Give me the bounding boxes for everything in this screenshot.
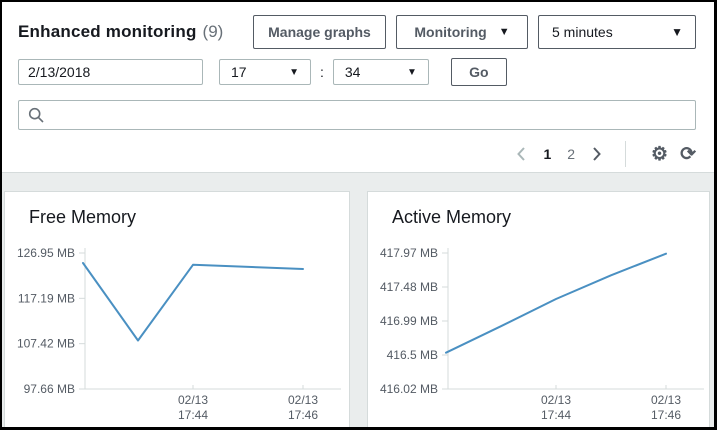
- manage-graphs-label: Manage graphs: [268, 24, 371, 40]
- search-row: [18, 100, 696, 130]
- chart-title: Free Memory: [29, 207, 137, 227]
- pagination-divider: [625, 141, 627, 167]
- graph-count: (9): [202, 22, 224, 41]
- y-axis-label: 417.97 MB: [380, 246, 438, 260]
- pagination-row: 1 2 ⚙ ⟳: [18, 141, 696, 167]
- chevron-down-icon: ▼: [498, 26, 510, 38]
- y-axis-label: 107.42 MB: [17, 337, 75, 351]
- monitoring-header: Enhanced monitoring (9) Manage graphs Mo…: [2, 2, 714, 173]
- y-axis-label: 417.48 MB: [380, 280, 438, 294]
- data-line: [445, 252, 667, 354]
- x-axis-label-time: 17:44: [178, 408, 208, 422]
- page-number-1[interactable]: 1: [543, 146, 552, 162]
- date-input[interactable]: [18, 59, 203, 85]
- y-axis-label: 117.19 MB: [18, 291, 75, 305]
- interval-select[interactable]: 5 minutes ▼: [538, 15, 696, 49]
- y-axis-label: 126.95 MB: [17, 246, 75, 260]
- go-button[interactable]: Go: [450, 58, 507, 86]
- hour-select[interactable]: 17 ▼: [219, 59, 311, 85]
- x-axis-label-time: 17:46: [288, 408, 318, 422]
- refresh-icon[interactable]: ⟳: [680, 143, 696, 165]
- chevron-down-icon: ▼: [289, 66, 299, 78]
- charts-section: Free Memory 126.95 MB 117.19 MB 107.42 MB 9…: [2, 173, 714, 427]
- go-label: Go: [469, 64, 489, 80]
- title-row: Enhanced monitoring (9) Manage graphs Mo…: [18, 15, 696, 49]
- x-axis-label-date: 02/13: [541, 393, 571, 407]
- chevron-down-icon: ▼: [406, 66, 417, 78]
- monitoring-label: Monitoring: [414, 24, 487, 40]
- minute-value: 34: [344, 64, 361, 80]
- y-axis-label: 97.66 MB: [24, 382, 75, 396]
- active-memory-chart-card[interactable]: Active Memory 417.97 MB 417.48 MB 416.99 M…: [367, 191, 710, 427]
- search-input[interactable]: [18, 100, 696, 130]
- hour-value: 17: [231, 64, 247, 80]
- data-line: [82, 262, 304, 342]
- y-axis-label: 416.5 MB: [387, 348, 438, 362]
- x-axis-label-date: 02/13: [178, 393, 208, 407]
- settings-gear-icon[interactable]: ⚙: [651, 143, 669, 165]
- y-axis-label: 416.99 MB: [380, 314, 438, 328]
- x-axis-label-date: 02/13: [288, 393, 318, 407]
- x-axis-label-date: 02/13: [651, 393, 681, 407]
- minute-select[interactable]: 34 ▼: [332, 59, 429, 85]
- chevron-down-icon: ▼: [671, 25, 683, 39]
- x-axis-label-time: 17:44: [541, 408, 571, 422]
- interval-value: 5 minutes: [552, 24, 613, 40]
- page-title: Enhanced monitoring: [18, 22, 197, 41]
- time-controls-row: 17 ▼ : 34 ▼ Go: [18, 58, 696, 86]
- manage-graphs-button[interactable]: Manage graphs: [253, 15, 386, 49]
- chart-title: Active Memory: [392, 207, 512, 227]
- page-number-2[interactable]: 2: [567, 146, 576, 162]
- active-memory-chart-canvas[interactable]: 417.97 MB 417.48 MB 416.99 MB 416.5 MB 416.0…: [368, 231, 708, 427]
- time-separator: :: [320, 64, 324, 80]
- free-memory-chart-canvas[interactable]: 126.95 MB 117.19 MB 107.42 MB 97.66 MB 02/13…: [5, 231, 345, 427]
- monitoring-dropdown-button[interactable]: Monitoring ▼: [396, 15, 528, 49]
- x-axis-label-time: 17:46: [651, 408, 681, 422]
- y-axis-label: 416.02 MB: [380, 382, 438, 396]
- free-memory-chart-card[interactable]: Free Memory 126.95 MB 117.19 MB 107.42 MB 9…: [4, 191, 350, 427]
- previous-page-button[interactable]: [516, 146, 527, 162]
- search-icon: [28, 107, 44, 123]
- next-page-button[interactable]: [591, 146, 602, 162]
